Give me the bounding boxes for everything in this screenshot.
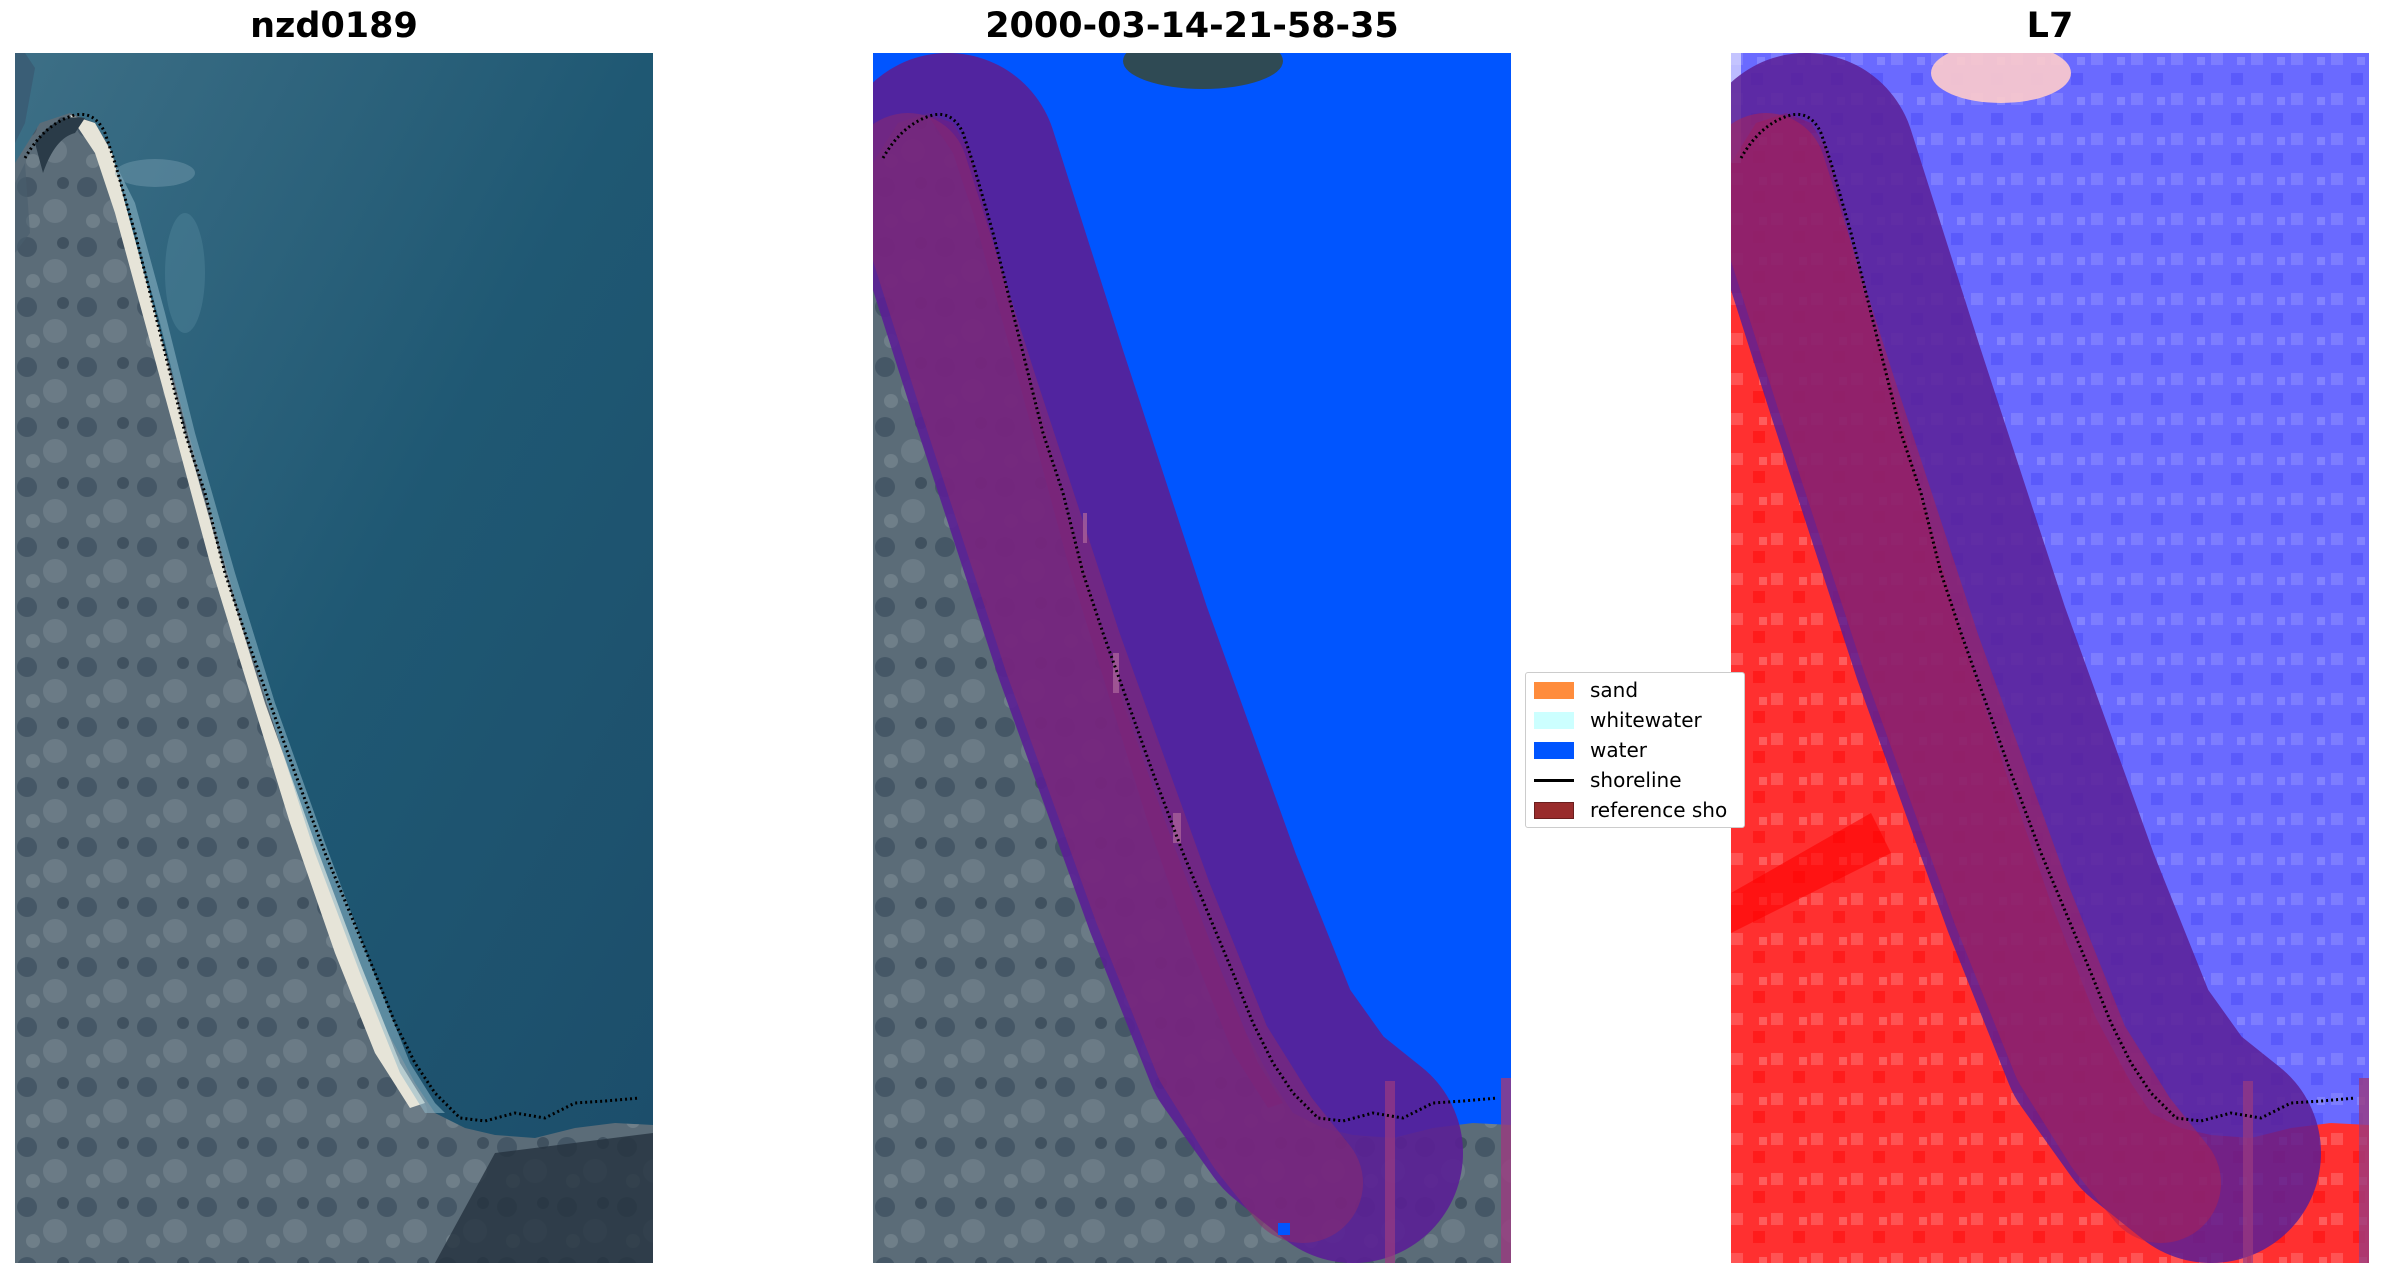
- water-swatch: [1534, 741, 1574, 759]
- legend-item-shoreline: shoreline: [1534, 765, 1682, 795]
- reference-shoreline-swatch: [1534, 801, 1574, 819]
- classified-image: [873, 53, 1511, 1263]
- legend-item-whitewater: whitewater: [1534, 705, 1702, 735]
- legend-label-whitewater: whitewater: [1590, 708, 1702, 732]
- whitewater-swatch: [1534, 711, 1574, 729]
- rgb-image: [15, 53, 653, 1263]
- index-image-panel: [1731, 53, 2369, 1263]
- rgb-image-panel: [15, 53, 653, 1263]
- sand-swatch: [1534, 681, 1574, 699]
- shoreline-swatch: [1534, 778, 1574, 782]
- panel-title-classified: 2000-03-14-21-58-35: [985, 6, 1399, 46]
- legend-label-reference-shoreline: reference sho: [1590, 798, 1728, 822]
- legend-item-water: water: [1534, 735, 1647, 765]
- index-image: [1731, 53, 2369, 1263]
- legend-label-water: water: [1590, 738, 1647, 762]
- legend: sand whitewater water shoreline referenc…: [1525, 672, 1745, 828]
- panel-title-index: L7: [2026, 6, 2074, 46]
- legend-label-sand: sand: [1590, 678, 1639, 702]
- classified-image-panel: [873, 53, 1511, 1263]
- panel-title-rgb: nzd0189: [250, 6, 418, 46]
- legend-item-reference-shoreline: reference sho: [1534, 795, 1727, 825]
- legend-label-shoreline: shoreline: [1590, 768, 1682, 792]
- legend-item-sand: sand: [1534, 675, 1638, 705]
